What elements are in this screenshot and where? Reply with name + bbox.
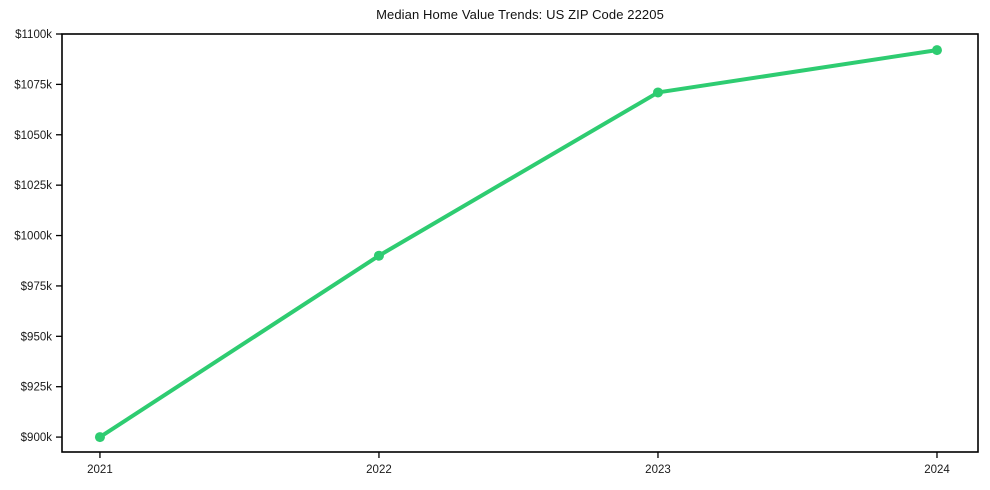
line-series [97, 48, 939, 440]
data-point-marker [94, 432, 105, 443]
data-point-marker [373, 250, 384, 261]
y-axis-tick-label: $1050k [14, 130, 52, 142]
y-axis-tick-label: $975k [21, 281, 53, 293]
y-axis-tick-label: $900k [21, 432, 53, 444]
data-point-marker [652, 87, 663, 98]
x-axis-tick-label: 2021 [87, 464, 113, 476]
y-axis-tick-label: $925k [21, 382, 53, 394]
chart-title: Median Home Value Trends: US ZIP Code 22… [376, 7, 664, 22]
x-axis-tick-label: 2022 [366, 464, 392, 476]
x-axis-tick-label: 2024 [924, 464, 950, 476]
x-axis-tick-label: 2023 [645, 464, 671, 476]
y-axis-tick-label: $1100k [15, 29, 52, 41]
y-axis-tick-label: $1075k [14, 79, 52, 91]
y-axis-tick-label: $950k [21, 331, 53, 343]
plot-border [61, 33, 979, 453]
y-axis-tick-label: $1025k [14, 180, 52, 192]
data-point-marker [931, 45, 942, 56]
y-axis-tick-label: $1000k [14, 231, 52, 243]
